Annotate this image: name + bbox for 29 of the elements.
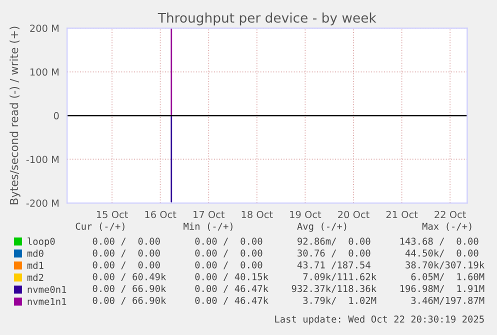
legend-label: loop0 bbox=[28, 238, 55, 247]
y-tick-label: 100 M bbox=[30, 68, 59, 76]
y-axis-title: Bytes/second read (-) / write (+) bbox=[10, 26, 20, 204]
x-tick-label: 18 Oct bbox=[242, 210, 273, 218]
x-tick-label: 19 Oct bbox=[290, 210, 322, 218]
text: 0.00 / 66.90k 0.00 / 46.47k 932.37k/118.36k 196.98M/ 1.91M bbox=[92, 284, 484, 293]
text: 0.00 / 0.00 0.00 / 0.00 92.86m/ 0.00 143.68 / 0.00 bbox=[92, 238, 478, 246]
y-tick-label: -200 M bbox=[26, 199, 59, 207]
chart-title: Throughput per device - by week bbox=[158, 12, 376, 26]
y-tick-label: -100 M bbox=[26, 156, 59, 164]
y-tick-label: 200 M bbox=[30, 24, 59, 32]
x-tick-label: 16 Oct bbox=[145, 210, 176, 218]
x-tick-label: 22 Oct bbox=[434, 210, 466, 218]
legend-label: nvme0n1 bbox=[28, 286, 66, 294]
text: 0.00 / 0.00 0.00 / 0.00 30.76 / 0.00 44.50k/ 0.00 bbox=[92, 249, 478, 258]
x-tick-label: 21 Oct bbox=[386, 210, 418, 218]
x-tick-label: 15 Oct bbox=[96, 210, 128, 218]
legend-label: md1 bbox=[27, 262, 44, 269]
x-tick-label: 17 Oct bbox=[194, 210, 225, 218]
text: Cur (-/+) Min (-/+) Avg (-/+) Max (-/+) bbox=[76, 222, 472, 232]
text: Last update: Wed Oct 22 20:30:19 2025 bbox=[275, 315, 484, 325]
legend-label: nvme1n1 bbox=[28, 298, 66, 306]
y-tick-label: 0 bbox=[54, 112, 59, 120]
x-tick-label: 20 Oct bbox=[338, 210, 370, 218]
legend-label: md2 bbox=[27, 274, 44, 281]
text: 0.00 / 66.90k 0.00 / 46.47k 3.79k/ 1.02M 3.46M/197.87M bbox=[92, 296, 484, 305]
text: 0.00 / 60.49k 0.00 / 40.15k 7.09k/111.62k 6.05M/ 1.60M bbox=[92, 273, 484, 282]
text: 0.00 / 0.00 0.00 / 0.00 43.71 /187.54 38.70k/307.19k bbox=[92, 261, 484, 270]
legend-label: md0 bbox=[27, 250, 44, 257]
